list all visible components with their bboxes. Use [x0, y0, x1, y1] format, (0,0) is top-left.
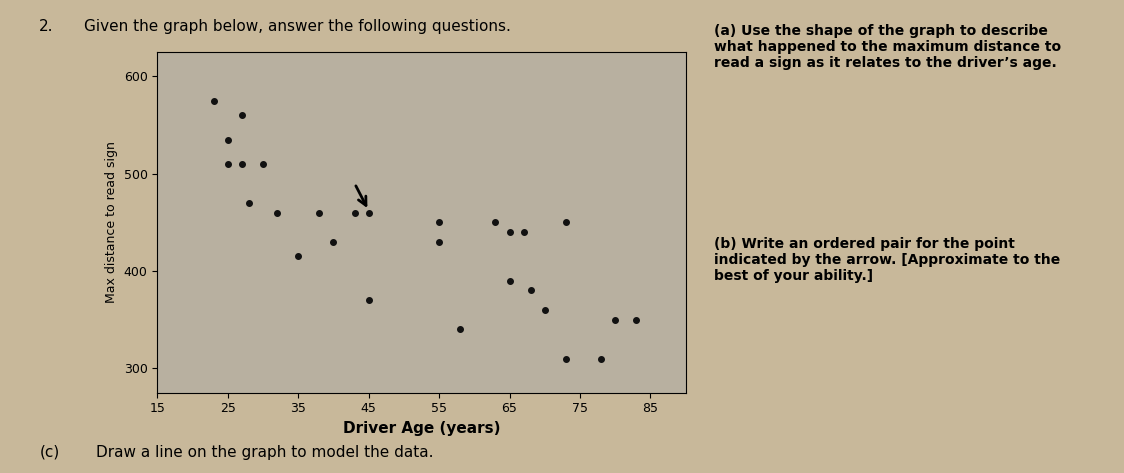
Point	[487, 219, 505, 226]
Point	[310, 209, 328, 216]
Point	[219, 160, 237, 168]
Point	[254, 160, 272, 168]
Point	[515, 228, 533, 236]
Point	[360, 209, 378, 216]
Point	[360, 297, 378, 304]
Text: 2.: 2.	[39, 19, 54, 34]
Point	[233, 112, 251, 119]
X-axis label: Driver Age (years): Driver Age (years)	[343, 421, 500, 436]
Point	[500, 277, 518, 284]
Point	[430, 238, 448, 245]
Point	[269, 209, 287, 216]
Text: (c): (c)	[39, 445, 60, 460]
Point	[430, 219, 448, 226]
Point	[219, 136, 237, 143]
Point	[451, 325, 469, 333]
Point	[233, 160, 251, 168]
Point	[627, 316, 645, 324]
Point	[556, 355, 574, 362]
Point	[289, 253, 307, 260]
Point	[500, 228, 518, 236]
Text: (a) Use the shape of the graph to describe
what happened to the maximum distance: (a) Use the shape of the graph to descri…	[714, 24, 1061, 70]
Text: (b) Write an ordered pair for the point
indicated by the arrow. [Approximate to : (b) Write an ordered pair for the point …	[714, 236, 1060, 283]
Y-axis label: Max distance to read sign: Max distance to read sign	[105, 141, 118, 303]
Point	[606, 316, 624, 324]
Point	[325, 238, 343, 245]
Point	[345, 209, 363, 216]
Point	[556, 219, 574, 226]
Point	[205, 97, 223, 105]
Point	[536, 306, 554, 314]
Point	[592, 355, 610, 362]
Point	[571, 394, 589, 401]
Text: Given the graph below, answer the following questions.: Given the graph below, answer the follow…	[84, 19, 511, 34]
Text: Draw a line on the graph to model the data.: Draw a line on the graph to model the da…	[96, 445, 433, 460]
Point	[239, 199, 257, 207]
Point	[522, 287, 540, 294]
Point	[571, 394, 589, 401]
